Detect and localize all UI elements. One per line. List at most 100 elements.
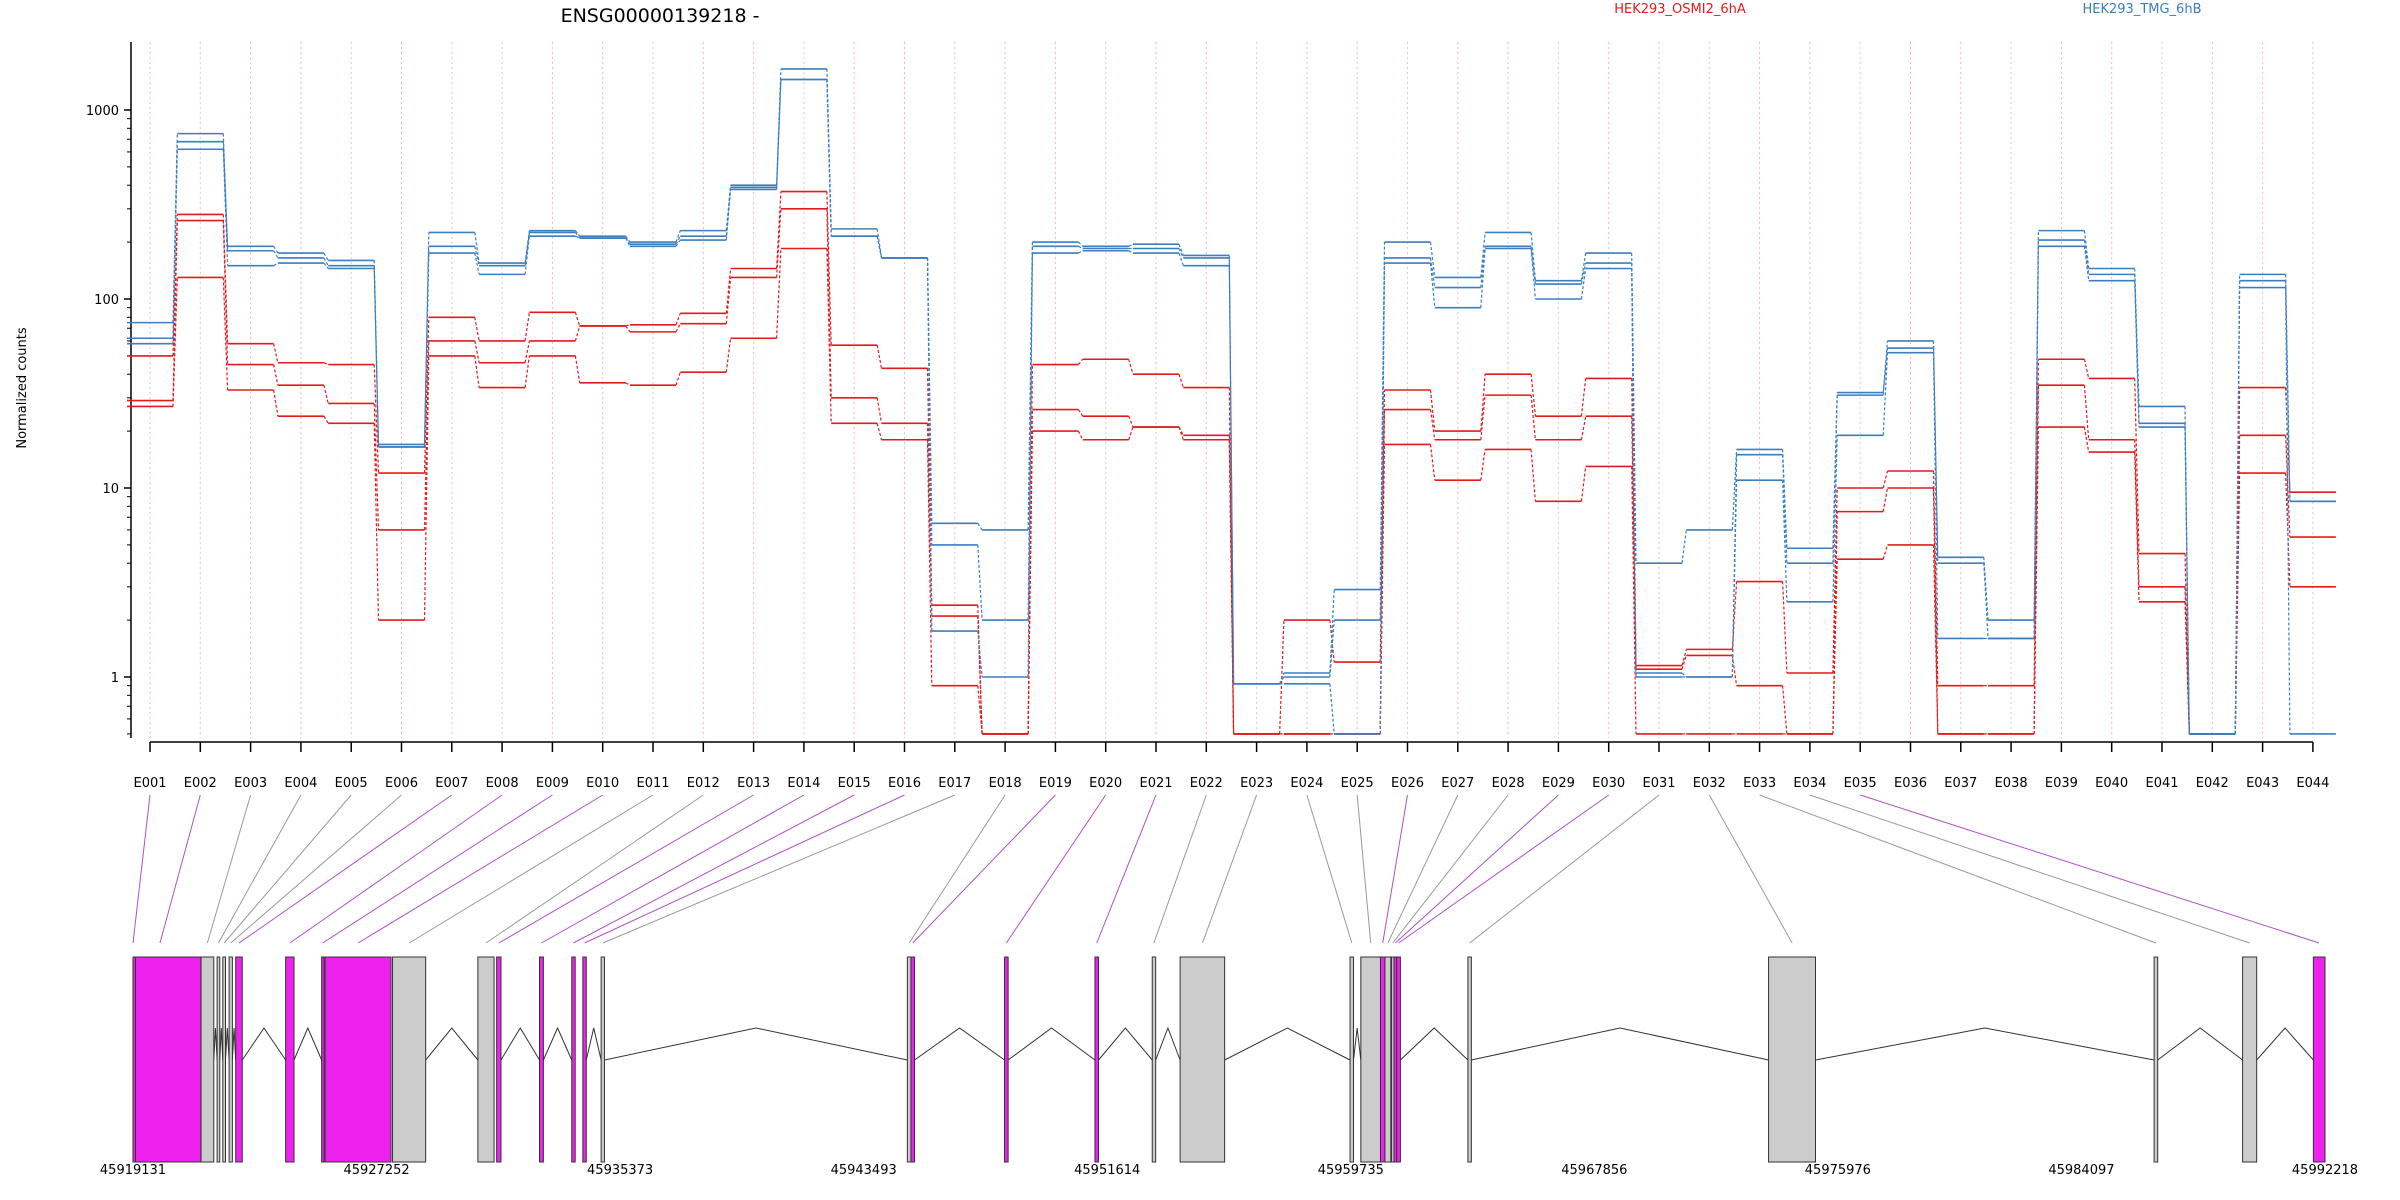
exon-E019 (910, 956, 916, 1163)
series-connector (222, 141, 229, 251)
y-tick-label-1000: 1000 (86, 104, 119, 119)
exon-E005 (222, 956, 226, 1163)
series-connector (1128, 243, 1134, 247)
x-tick-label-E015: E015 (838, 776, 871, 791)
series-connector (1681, 655, 1687, 670)
series-connector (373, 364, 380, 474)
exon-E014 (539, 956, 544, 1163)
intron-line (1007, 1027, 1096, 1061)
series-connector (1078, 250, 1083, 254)
x-tick-label-E032: E032 (1693, 776, 1726, 791)
intron-line (231, 1027, 237, 1061)
exon-E012 (477, 956, 495, 1163)
exon-E025 (1360, 956, 1381, 1163)
series-connector (423, 317, 430, 474)
x-tick-label-E035: E035 (1844, 776, 1877, 791)
exon-E022 (1151, 956, 1157, 1163)
x-tick-label-E034: E034 (1793, 776, 1826, 791)
x-tick-label-E020: E020 (1089, 776, 1122, 791)
exon-E027 (1384, 956, 1392, 1163)
exon-E030 (1396, 956, 1401, 1163)
series-connector (222, 277, 229, 391)
intron-line (241, 1027, 287, 1061)
exon-E023 (1179, 956, 1226, 1163)
x-tick-label-E038: E038 (1995, 776, 2028, 791)
exon-E032 (1768, 956, 1817, 1163)
exon-E008 (285, 956, 295, 1163)
series-connector (474, 340, 480, 363)
y-axis: 1 10 100 1000 (86, 42, 132, 738)
connector-E032 (1708, 794, 1793, 944)
connector-E031 (1469, 794, 1660, 944)
x-tick-label-E044: E044 (2296, 776, 2329, 791)
series-connector (1128, 415, 1134, 428)
series-3 (127, 247, 2336, 735)
series-connector (826, 191, 832, 346)
series-connector (2184, 427, 2190, 734)
series-connector (675, 235, 681, 245)
coordinate-label-45959735: 45959735 (1318, 1163, 1384, 1178)
series-connector (474, 232, 480, 264)
exon-guide-lines (149, 42, 2314, 738)
series-connector (524, 236, 530, 275)
series-connector (926, 439, 933, 686)
series-connector (625, 235, 631, 243)
x-tick-label-E006: E006 (385, 776, 418, 791)
intron-line (1155, 1026, 1181, 1061)
exon-E013 (496, 956, 502, 1163)
series-connector (625, 382, 631, 386)
intron-line (224, 1027, 230, 1061)
series-connector (2083, 359, 2090, 379)
exon-E031 (1467, 956, 1472, 1163)
series-connector (2083, 230, 2090, 269)
intron-line (213, 1027, 218, 1061)
series-connector (1782, 480, 1788, 602)
series-connector (1932, 340, 1939, 558)
series-connector (273, 250, 279, 259)
series-connector (2083, 240, 2090, 275)
series-connector (1580, 466, 1587, 502)
connector-E014 (541, 794, 805, 944)
connector-E020 (1005, 794, 1107, 944)
x-tick-label-E025: E025 (1341, 776, 1374, 791)
series-connector (574, 325, 581, 342)
connector-E011 (408, 794, 654, 944)
series-layer (127, 68, 2336, 735)
series-connector (826, 208, 832, 398)
exon-E009 (321, 956, 325, 1163)
series-connector (926, 257, 933, 632)
series-connector (474, 246, 480, 266)
series-connector (1731, 581, 1738, 650)
connector-E023 (1202, 794, 1258, 944)
series-connector (1178, 426, 1184, 440)
series-connector (273, 343, 279, 363)
x-tick-label-E005: E005 (335, 776, 368, 791)
connector-E018 (908, 794, 1006, 944)
exon-E007 (235, 956, 243, 1163)
exon-E003 (200, 956, 215, 1163)
series-connector (2134, 280, 2140, 428)
legend-entry-osmi2: HEK293_OSMI2_6hA (1614, 2, 1746, 17)
series-connector (1429, 444, 1436, 481)
series-connector (1027, 242, 1033, 530)
series-connector (1882, 352, 1889, 436)
series-connector (1480, 246, 1486, 288)
connector-E035 (1860, 794, 2320, 944)
series-connector (273, 364, 279, 386)
connector-E008 (289, 794, 503, 944)
series-connector (323, 362, 329, 366)
series-connector (2083, 246, 2090, 281)
series-connector (1480, 395, 1486, 440)
coordinate-label-45975976: 45975976 (1805, 1163, 1871, 1178)
series-connector (1932, 487, 1939, 734)
x-tick-label-E004: E004 (284, 776, 317, 791)
series-connector (474, 252, 480, 275)
connector-E006 (230, 794, 402, 944)
series-connector (1983, 557, 1989, 621)
connector-E034 (1809, 794, 2250, 944)
series-connector (1631, 466, 1637, 734)
series-connector (1329, 620, 1335, 678)
series-connector (1782, 685, 1788, 734)
connector-E033 (1759, 794, 2157, 944)
connector-E007 (238, 794, 453, 944)
